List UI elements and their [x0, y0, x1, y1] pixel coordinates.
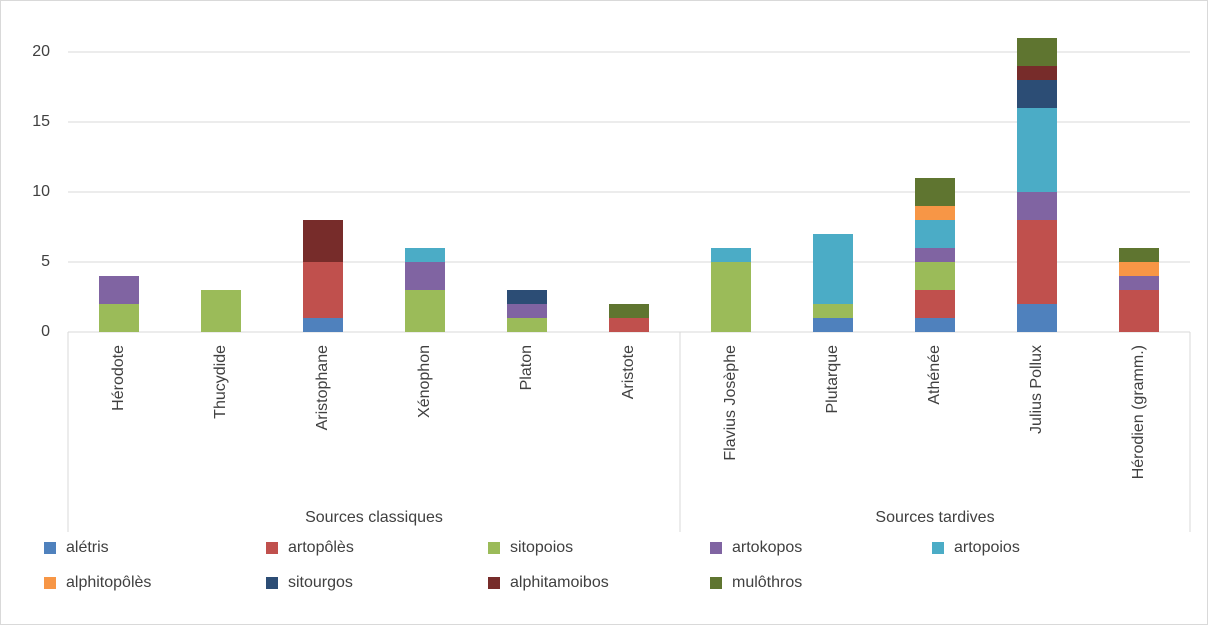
- bar-segment: [915, 262, 955, 290]
- x-tick-label: Athénée: [926, 345, 943, 405]
- y-tick-label: 10: [32, 183, 50, 200]
- legend-swatch: [266, 542, 278, 554]
- legend-swatch: [266, 577, 278, 589]
- bar-segment: [915, 220, 955, 248]
- bar-segment: [915, 178, 955, 206]
- bar-segment: [1017, 220, 1057, 304]
- bar-segment: [915, 206, 955, 220]
- bar-segment: [507, 318, 547, 332]
- bar-segment: [405, 290, 445, 332]
- bar-segment: [609, 304, 649, 318]
- bar-segment: [1119, 248, 1159, 262]
- legend-label: artopôlès: [288, 539, 354, 556]
- legend-label: artopoios: [954, 539, 1020, 556]
- legend-swatch: [932, 542, 944, 554]
- bar-segment: [915, 290, 955, 318]
- legend-label: mulôthros: [732, 574, 802, 591]
- bar-segment: [99, 276, 139, 304]
- legend-label: sitourgos: [288, 574, 353, 591]
- legend-swatch: [488, 577, 500, 589]
- legend-label: alétris: [66, 539, 109, 556]
- legend-label: sitopoios: [510, 539, 573, 556]
- bar-segment: [99, 304, 139, 332]
- bar-segment: [813, 234, 853, 304]
- bar-segment: [1017, 304, 1057, 332]
- y-tick-label: 20: [32, 43, 50, 60]
- bar-segment: [507, 304, 547, 318]
- legend-swatch: [488, 542, 500, 554]
- x-tick-label: Plutarque: [824, 345, 841, 414]
- bar-segment: [1017, 80, 1057, 108]
- group-label: Sources tardives: [875, 509, 994, 526]
- legend-swatch: [710, 577, 722, 589]
- y-tick-label: 15: [32, 113, 50, 130]
- bar-segment: [711, 262, 751, 332]
- x-tick-label: Aristophane: [314, 345, 331, 430]
- bar-segment: [405, 248, 445, 262]
- legend-swatch: [44, 577, 56, 589]
- bar-segment: [915, 318, 955, 332]
- x-tick-label: Thucydide: [212, 345, 229, 419]
- bar-segment: [1119, 290, 1159, 332]
- bar-segment: [303, 220, 343, 262]
- x-tick-label: Flavius Josèphe: [722, 345, 739, 461]
- bar-segment: [1119, 262, 1159, 276]
- x-tick-label: Aristote: [620, 345, 637, 399]
- legend-swatch: [710, 542, 722, 554]
- legend-label: alphitopôlès: [66, 574, 151, 591]
- bar-segment: [1017, 66, 1057, 80]
- legend-swatch: [44, 542, 56, 554]
- x-tick-label: Hérodien (gramm.): [1130, 345, 1147, 479]
- bar-segment: [303, 262, 343, 318]
- bar-segment: [711, 248, 751, 262]
- x-tick-label: Julius Pollux: [1028, 345, 1045, 434]
- group-label: Sources classiques: [305, 509, 443, 526]
- bar-segment: [609, 318, 649, 332]
- bar-segment: [1119, 276, 1159, 290]
- legend-label: artokopos: [732, 539, 802, 556]
- bar-segment: [201, 290, 241, 332]
- y-tick-label: 0: [41, 323, 50, 340]
- x-tick-label: Platon: [518, 345, 535, 390]
- bar-segment: [1017, 108, 1057, 192]
- bar-segment: [915, 248, 955, 262]
- bar-segment: [507, 290, 547, 304]
- bar-segment: [1017, 192, 1057, 220]
- bar-segment: [303, 318, 343, 332]
- y-tick-label: 5: [41, 253, 50, 270]
- bar-segment: [1017, 38, 1057, 66]
- legend-label: alphitamoibos: [510, 574, 609, 591]
- bar-segment: [405, 262, 445, 290]
- x-tick-label: Hérodote: [110, 345, 127, 411]
- x-tick-label: Xénophon: [416, 345, 433, 418]
- bar-segment: [813, 304, 853, 318]
- bar-segment: [813, 318, 853, 332]
